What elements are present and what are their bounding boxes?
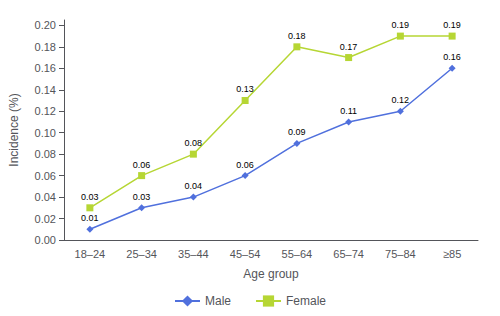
svg-text:0.12: 0.12	[35, 105, 56, 117]
svg-text:75–84: 75–84	[385, 248, 416, 260]
svg-text:0.03: 0.03	[81, 192, 99, 202]
svg-text:0.20: 0.20	[35, 19, 56, 31]
svg-text:Female: Female	[286, 294, 326, 308]
svg-text:0.04: 0.04	[185, 181, 203, 191]
svg-text:Incidence (%): Incidence (%)	[7, 93, 21, 166]
svg-text:0.13: 0.13	[236, 84, 254, 94]
svg-text:0.16: 0.16	[443, 52, 461, 62]
svg-text:Male: Male	[205, 294, 231, 308]
svg-text:0.19: 0.19	[392, 20, 410, 30]
svg-text:55–64: 55–64	[282, 248, 313, 260]
svg-text:0.01: 0.01	[81, 213, 99, 223]
svg-text:0.10: 0.10	[35, 127, 56, 139]
svg-text:0.08: 0.08	[185, 138, 203, 148]
svg-text:0.18: 0.18	[35, 41, 56, 53]
svg-text:0.06: 0.06	[35, 170, 56, 182]
svg-text:0.17: 0.17	[340, 42, 358, 52]
svg-text:0.19: 0.19	[443, 20, 461, 30]
svg-text:0.06: 0.06	[236, 160, 254, 170]
svg-text:0.09: 0.09	[288, 127, 306, 137]
svg-text:18–24: 18–24	[75, 248, 106, 260]
svg-text:0.12: 0.12	[392, 95, 410, 105]
svg-text:Age group: Age group	[243, 267, 299, 281]
svg-text:0.02: 0.02	[35, 213, 56, 225]
svg-text:0.00: 0.00	[35, 234, 56, 246]
svg-text:0.18: 0.18	[288, 31, 306, 41]
svg-text:0.08: 0.08	[35, 148, 56, 160]
svg-text:25–34: 25–34	[126, 248, 157, 260]
svg-text:0.16: 0.16	[35, 62, 56, 74]
svg-text:0.03: 0.03	[133, 192, 151, 202]
svg-text:65–74: 65–74	[333, 248, 364, 260]
svg-text:0.04: 0.04	[35, 191, 56, 203]
svg-text:0.06: 0.06	[133, 160, 151, 170]
svg-text:35–44: 35–44	[178, 248, 209, 260]
svg-text:≥85: ≥85	[443, 248, 461, 260]
svg-text:0.11: 0.11	[340, 106, 357, 116]
svg-text:0.14: 0.14	[35, 84, 56, 96]
svg-text:45–54: 45–54	[230, 248, 261, 260]
